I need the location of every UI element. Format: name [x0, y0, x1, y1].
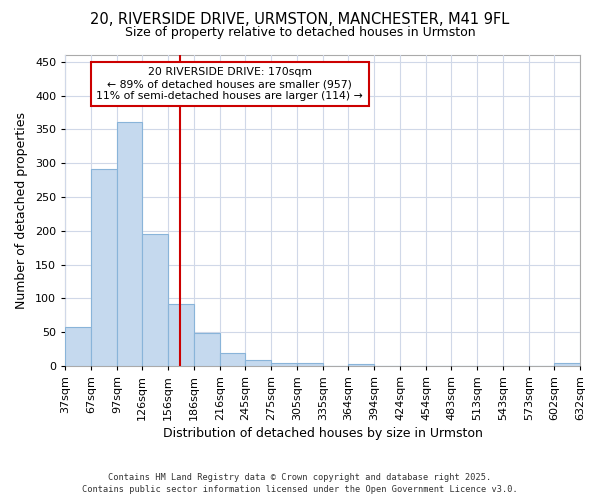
- Bar: [117, 122, 142, 366]
- Bar: [91, 169, 117, 366]
- Bar: [271, 362, 297, 366]
- Text: Contains HM Land Registry data © Crown copyright and database right 2025.
Contai: Contains HM Land Registry data © Crown c…: [82, 472, 518, 494]
- Bar: [142, 234, 168, 366]
- Y-axis label: Number of detached properties: Number of detached properties: [15, 112, 28, 309]
- X-axis label: Distribution of detached houses by size in Urmston: Distribution of detached houses by size …: [163, 427, 482, 440]
- Bar: [220, 353, 245, 366]
- Bar: [168, 304, 194, 366]
- Text: 20 RIVERSIDE DRIVE: 170sqm
← 89% of detached houses are smaller (957)
11% of sem: 20 RIVERSIDE DRIVE: 170sqm ← 89% of deta…: [97, 68, 363, 100]
- Text: 20, RIVERSIDE DRIVE, URMSTON, MANCHESTER, M41 9FL: 20, RIVERSIDE DRIVE, URMSTON, MANCHESTER…: [91, 12, 509, 28]
- Bar: [245, 360, 271, 366]
- Bar: [348, 364, 374, 366]
- Bar: [554, 363, 580, 366]
- Bar: [65, 326, 91, 366]
- Bar: [194, 333, 220, 366]
- Text: Size of property relative to detached houses in Urmston: Size of property relative to detached ho…: [125, 26, 475, 39]
- Bar: [297, 362, 323, 366]
